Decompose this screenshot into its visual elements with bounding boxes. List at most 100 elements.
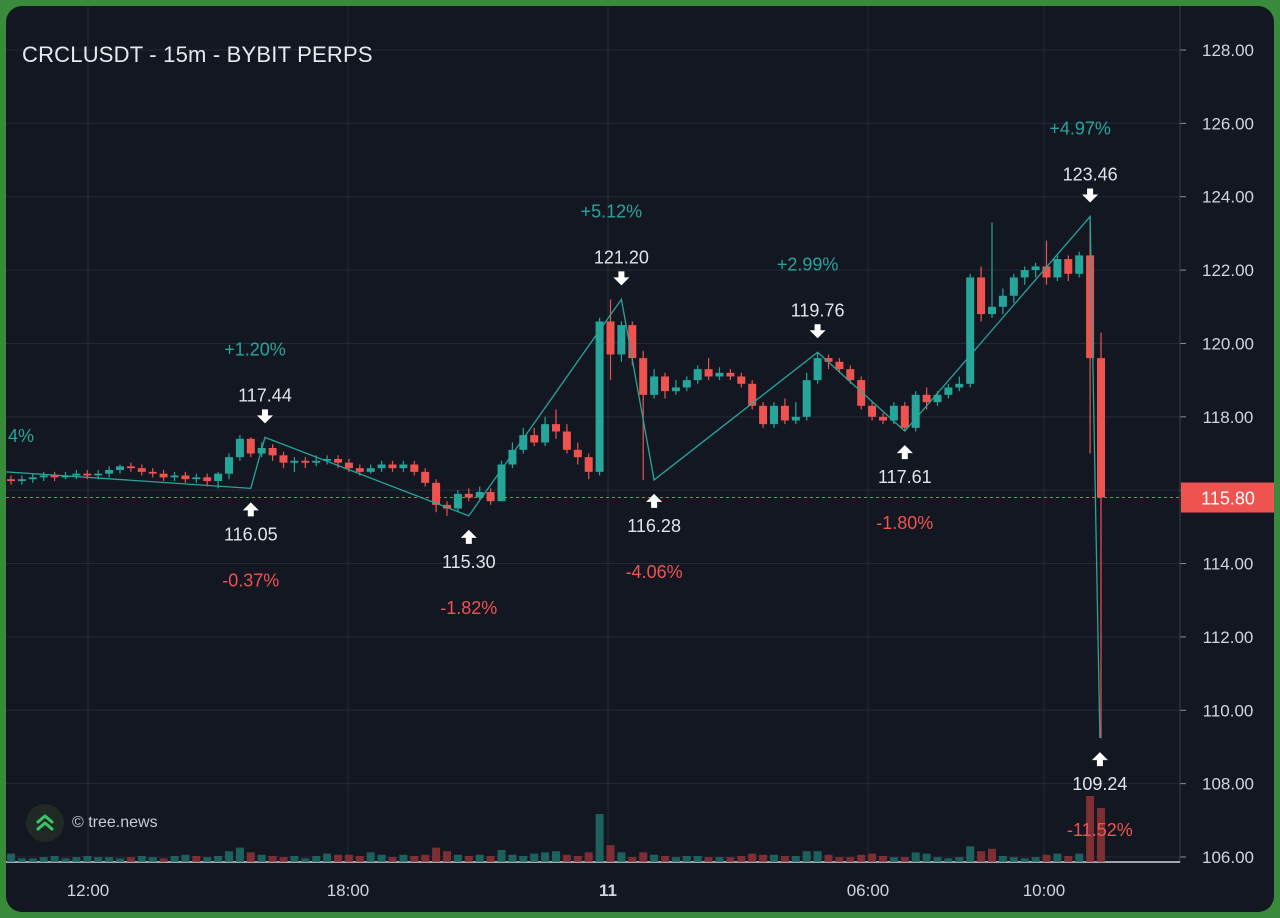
volume-bar [1042, 854, 1051, 862]
x-tick-label: 18:00 [327, 881, 370, 900]
candle-body [933, 394, 942, 403]
candle-body [988, 306, 996, 315]
volume-bar [671, 857, 680, 862]
candle-body [116, 466, 124, 471]
volume-bar [541, 852, 550, 862]
candle-body [650, 376, 659, 395]
candlestick-chart[interactable]: 128.00 126.00 124.00 122.00 120.00 118.00 116.… [6, 6, 1274, 912]
volume-bar [606, 845, 615, 862]
volume-bar [759, 854, 768, 862]
volume-bar [246, 852, 255, 862]
volume-bar [377, 854, 386, 862]
volume-bar [628, 857, 637, 862]
y-tick-label: 126.00 [1202, 114, 1254, 133]
arrow-up-icon [242, 502, 259, 517]
pivot-change-label: -4.06% [626, 562, 683, 582]
volume-bar [846, 857, 855, 862]
volume-bar [835, 857, 844, 862]
volume-bar [868, 853, 877, 862]
volume-bar [279, 857, 288, 862]
volume-bar [94, 857, 103, 862]
volume-bar [770, 854, 778, 862]
volume-bar [148, 857, 157, 862]
candle-body [835, 361, 844, 370]
candle-body [1097, 358, 1105, 498]
candle-body [355, 468, 364, 472]
volume-bar [573, 856, 582, 862]
volume-bar [922, 853, 931, 862]
volume-bar [334, 854, 342, 862]
volume-bar [1097, 808, 1105, 862]
pivot-change-label: -0.37% [222, 570, 279, 590]
candle-body [344, 462, 353, 469]
candle-body [813, 358, 822, 381]
x-tick-label: 12:00 [67, 881, 110, 900]
volume-bar [116, 858, 124, 862]
candle-body [279, 455, 288, 463]
candle-body [955, 383, 964, 388]
candle-body [900, 405, 909, 428]
chart-panel: 128.00 126.00 124.00 122.00 120.00 118.00 116.… [6, 6, 1274, 912]
volume-bar [944, 858, 953, 862]
volume-bar [39, 857, 48, 862]
candle-body [203, 477, 212, 482]
candle-body [301, 460, 310, 463]
y-tick-label: 118.00 [1203, 408, 1254, 427]
pivot-price-label: 109.24 [1072, 774, 1127, 794]
volume-bar [1064, 856, 1073, 862]
last-price-tag [1181, 482, 1274, 513]
candle-body [399, 464, 408, 469]
candle-body [290, 460, 299, 463]
volume-bar [955, 857, 964, 862]
candle-body [170, 475, 179, 478]
candle-body [94, 473, 103, 476]
candle-body [432, 482, 441, 505]
candle-body [911, 394, 920, 428]
volume-bar [410, 856, 419, 862]
candle-body [846, 369, 855, 381]
watermark: © tree.news [26, 804, 158, 842]
volume-bar [693, 856, 702, 862]
candle-body [595, 321, 604, 472]
candle-body [181, 475, 190, 480]
candle-body [879, 416, 887, 421]
pivot-change-label: +4.97% [1049, 119, 1111, 139]
candle-body [552, 424, 560, 432]
candle-body [334, 459, 342, 463]
volume-bar [170, 856, 179, 862]
volume-bar [977, 851, 986, 862]
volume-bar [682, 856, 691, 862]
y-tick-label: 128.00 [1202, 41, 1254, 60]
watermark-text: © tree.news [72, 814, 158, 831]
volume-bar [737, 856, 746, 862]
volume-bar [17, 858, 26, 862]
volume-bar [639, 852, 648, 862]
volume-bar [486, 856, 495, 862]
volume-bar [344, 854, 353, 862]
volume-bar [290, 856, 299, 862]
candle-body [617, 325, 626, 355]
volume-bar [159, 858, 168, 862]
chart-title: CRCLUSDT - 15m - BYBIT PERPS [22, 42, 373, 67]
arrow-up-icon [896, 445, 913, 460]
candle-body [453, 493, 462, 509]
volume-bar [650, 854, 659, 862]
volume-bar [704, 857, 713, 862]
volume-bar [661, 856, 669, 862]
volume-bar [203, 857, 212, 862]
candle-body [388, 464, 397, 469]
candle-body [541, 424, 550, 443]
candle-body [737, 376, 746, 384]
candle-body [998, 295, 1007, 307]
candle-body [83, 473, 92, 476]
candle-body [1009, 277, 1018, 296]
y-tick-label: 114.00 [1203, 555, 1254, 574]
candle-body [159, 473, 168, 478]
candle-body [377, 464, 386, 469]
volume-bar [475, 854, 484, 862]
candle-body [225, 457, 233, 474]
candle-body [1031, 266, 1040, 271]
volume-bar [508, 854, 517, 862]
candle-body [497, 464, 506, 502]
x-tick-label: 06:00 [847, 881, 890, 900]
